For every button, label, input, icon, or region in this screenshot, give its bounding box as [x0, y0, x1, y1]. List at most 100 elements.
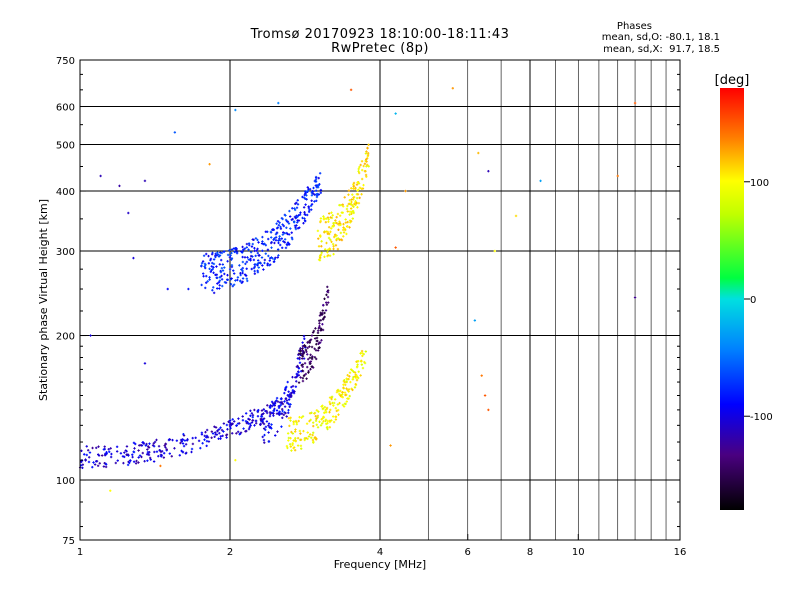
data-point [342, 383, 345, 386]
data-point [299, 438, 303, 441]
data-point [205, 444, 208, 448]
data-point [256, 415, 260, 418]
data-point [212, 291, 216, 295]
data-point [155, 450, 159, 453]
data-point [326, 289, 330, 292]
data-point [289, 403, 292, 406]
data-point [241, 269, 244, 273]
data-point [303, 219, 307, 222]
data-point [241, 277, 245, 280]
data-point [341, 395, 344, 399]
data-point [272, 412, 275, 415]
data-point [312, 329, 316, 333]
data-point [319, 235, 322, 238]
data-point [201, 260, 205, 263]
data-point [346, 210, 349, 213]
data-point [336, 247, 340, 251]
data-point [289, 227, 292, 230]
data-point [360, 177, 364, 181]
data-point [261, 264, 264, 267]
chart-subtitle: RwPretec (8p) [331, 41, 429, 56]
data-point [315, 199, 318, 203]
data-point [344, 218, 347, 221]
data-point [342, 231, 346, 234]
data-point [227, 420, 230, 423]
data-point [360, 363, 364, 366]
data-point [146, 459, 149, 462]
data-point [321, 323, 324, 326]
data-point [211, 261, 214, 265]
data-point [249, 259, 252, 262]
data-point [292, 420, 296, 423]
data-point [329, 230, 332, 234]
data-point [132, 460, 136, 463]
data-point [268, 414, 272, 418]
data-point [341, 393, 344, 396]
data-point [85, 445, 88, 448]
data-point [335, 409, 338, 413]
data-point [284, 411, 287, 415]
data-point [138, 454, 142, 457]
data-point [262, 422, 266, 426]
data-point [299, 432, 302, 435]
data-point [250, 412, 254, 415]
data-point [351, 193, 354, 196]
axis-ticks: 1 2 4 6 8 10 16 75 100 200 300 400 500 600 750 [56, 56, 686, 558]
data-point [275, 222, 278, 225]
data-point [294, 440, 297, 443]
data-point [266, 248, 270, 251]
data-point [300, 416, 303, 419]
data-point [249, 424, 252, 427]
data-point [357, 182, 361, 185]
data-point [218, 431, 221, 435]
data-point [207, 440, 211, 443]
data-point [232, 283, 236, 286]
data-point [236, 422, 240, 425]
data-point [308, 345, 311, 348]
data-point [310, 199, 313, 202]
data-point [209, 258, 212, 262]
data-point [305, 422, 309, 425]
data-point [295, 206, 299, 209]
data-point [184, 452, 188, 455]
data-point [477, 151, 480, 155]
data-point [350, 220, 353, 223]
data-point [327, 218, 330, 221]
data-point [272, 409, 276, 413]
data-point [266, 404, 269, 407]
y-tick-label: 500 [56, 141, 75, 152]
y-tick-label: 300 [56, 247, 75, 258]
data-point [292, 220, 296, 223]
data-point [131, 455, 134, 459]
data-point [366, 153, 370, 157]
data-point [290, 430, 293, 434]
data-point [152, 460, 156, 463]
data-point [315, 193, 318, 196]
data-point [115, 450, 119, 453]
data-point [332, 247, 335, 251]
data-point [182, 432, 185, 436]
data-point [334, 219, 337, 222]
data-point [98, 462, 101, 465]
data-point [352, 205, 355, 208]
data-point [281, 409, 284, 413]
data-point [164, 446, 167, 449]
data-point [317, 237, 320, 240]
data-point [211, 251, 214, 255]
data-point [333, 221, 337, 225]
data-point [312, 440, 315, 444]
data-point [278, 239, 282, 242]
data-point [287, 242, 291, 246]
data-point [204, 286, 207, 290]
data-point [236, 430, 240, 433]
data-point [337, 390, 340, 393]
data-point [350, 200, 353, 204]
data-point [315, 336, 319, 340]
data-point [238, 264, 241, 267]
data-point [103, 461, 106, 465]
data-point [298, 429, 302, 433]
data-point [360, 168, 364, 172]
data-point [276, 248, 280, 251]
data-point [303, 337, 306, 340]
data-point [323, 255, 326, 259]
